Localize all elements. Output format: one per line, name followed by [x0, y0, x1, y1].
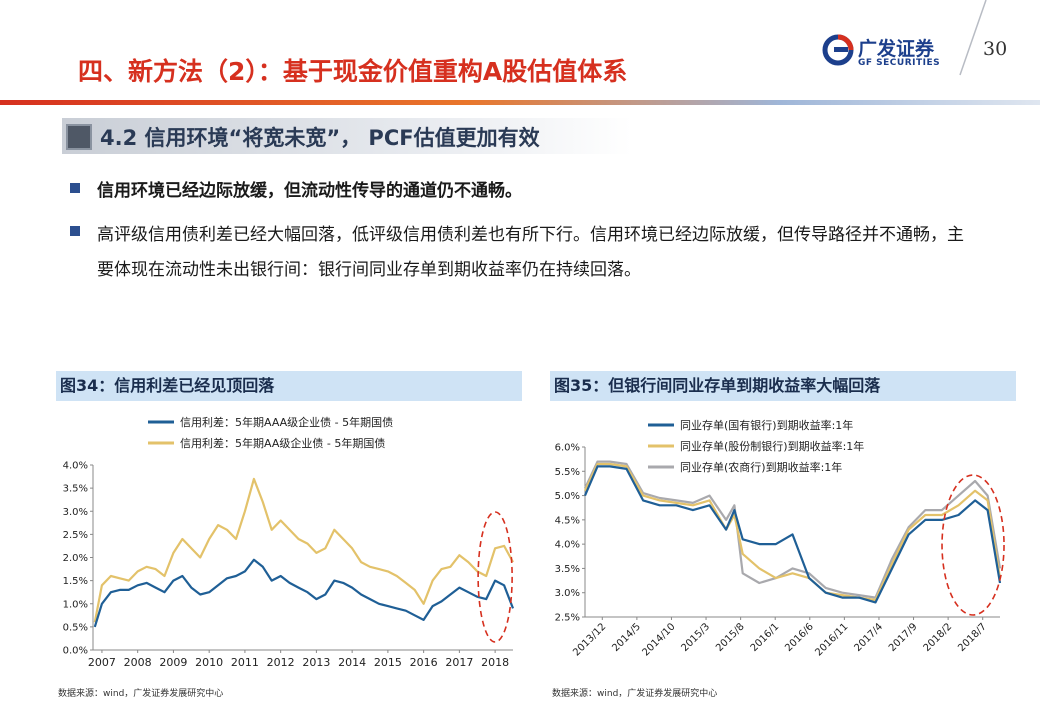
- y-tick-label: 1.0%: [63, 599, 88, 610]
- gf-logo-icon: [822, 34, 854, 66]
- x-tick-label: 2017/9: [887, 621, 920, 654]
- x-tick-label: 2016/6: [783, 621, 816, 654]
- title-divider: [0, 100, 1040, 105]
- y-tick-label: 6.0%: [555, 443, 580, 454]
- bullet-square-icon: [70, 226, 80, 236]
- chart-34-source: 数据来源：wind，广发证券发展研究中心: [58, 689, 224, 699]
- y-tick-label: 4.0%: [63, 461, 88, 472]
- x-tick-label: 2016/11: [813, 621, 850, 658]
- legend-label-2: 同业存单(股份制银行)到期收益率:1年: [680, 439, 864, 453]
- series-line-1: [583, 465, 1002, 604]
- chart-35-title: 图35：但银行间同业存单到期收益率大幅回落: [550, 371, 1016, 401]
- highlight-ellipse: [941, 474, 1005, 616]
- x-tick-label: 2008: [124, 656, 152, 669]
- x-tick-label: 2014/10: [640, 621, 677, 658]
- chart-34-title: 图34：信用利差已经见顶回落: [56, 371, 522, 401]
- y-tick-label: 3.5%: [555, 564, 580, 575]
- y-tick-label: 5.0%: [555, 491, 580, 502]
- chart-34: 0.0% 0.5% 1.0% 1.5% 2.0% 2.5% 3.0% 3.5% 4.0% 2007…: [63, 415, 515, 669]
- series-line-2: [584, 462, 1002, 602]
- y-tick-label: 0.5%: [63, 622, 88, 633]
- x-tick-label: 2018/2: [922, 621, 955, 654]
- x-tick-label: 2007: [88, 656, 116, 669]
- slash-decoration: [959, 0, 987, 76]
- x-tick-label: 2017: [445, 656, 473, 669]
- highlight-ellipse: [477, 511, 513, 643]
- y-tick-label: 1.5%: [63, 576, 88, 587]
- series-line-3: [584, 460, 1002, 599]
- legend-label-1: 同业存单(国有银行)到期收益率:1年: [680, 418, 853, 432]
- x-tick-label: 2018: [481, 656, 509, 669]
- y-tick-label: 5.5%: [555, 467, 580, 478]
- y-tick-label: 4.0%: [555, 540, 580, 551]
- x-tick-label: 2014: [338, 656, 366, 669]
- legend-label-2: 信用利差：5年期AA级企业债 - 5年期国债: [180, 436, 385, 450]
- y-tick-label: 4.5%: [555, 515, 580, 526]
- y-tick-label: 3.5%: [63, 484, 88, 495]
- x-tick-label: 2014/5: [610, 621, 643, 654]
- bullet-square-icon: [70, 183, 80, 193]
- logo-text-en: GF SECURITIES: [858, 58, 941, 68]
- x-tick-label: 2011: [231, 656, 259, 669]
- y-tick-label: 0.0%: [63, 646, 88, 657]
- x-tick-label: 2012: [267, 656, 295, 669]
- logo-text-cn: 广发证券: [858, 38, 935, 60]
- chart-35-source: 数据来源：wind，广发证券发展研究中心: [552, 689, 718, 699]
- bullet-text-2: 高评级信用债利差已经大幅回落，低评级信用债利差也有所下行。信用环境已经边际放缓，…: [97, 225, 964, 280]
- section-square-icon: [66, 124, 92, 150]
- chart-35: 2.5%3.0%3.5%4.0%4.5%5.0%5.5%6.0%2013/12 2…: [555, 418, 1005, 658]
- y-tick-label: 2.0%: [63, 553, 88, 564]
- page-number: 30: [983, 38, 1008, 60]
- x-tick-label: 2018/7: [956, 621, 989, 654]
- y-tick-label: 3.0%: [63, 507, 88, 518]
- page-title: 四、新方法（2）：基于现金价值重构A股估值体系: [78, 57, 628, 86]
- bullet-text-1: 信用环境已经边际放缓，但流动性传导的通道仍不通畅。: [97, 181, 522, 201]
- y-tick-label: 3.0%: [555, 588, 580, 599]
- x-tick-label: 2010: [195, 656, 223, 669]
- y-tick-label: 2.5%: [555, 613, 580, 624]
- x-tick-label: 2016/1: [749, 621, 782, 654]
- x-tick-label: 2015: [374, 656, 402, 669]
- x-tick-label: 2009: [159, 656, 187, 669]
- x-tick-label: 2013/12: [571, 621, 608, 658]
- section-title: 4.2 信用环境“将宽未宽”， PCF估值更加有效: [100, 126, 540, 150]
- series-line-1: [93, 558, 515, 628]
- section-banner: [62, 118, 632, 154]
- series-line-2: [93, 477, 514, 623]
- legend-label-3: 同业存单(农商行)到期收益率:1年: [680, 460, 842, 474]
- x-tick-label: 2017/4: [852, 621, 885, 654]
- x-tick-label: 2015/3: [680, 621, 713, 654]
- x-tick-label: 2016: [410, 656, 438, 669]
- y-tick-label: 2.5%: [63, 530, 88, 541]
- x-tick-label: 2015/8: [714, 621, 747, 654]
- x-tick-label: 2013: [302, 656, 330, 669]
- legend-label-1: 信用利差：5年期AAA级企业债 - 5年期国债: [180, 415, 393, 429]
